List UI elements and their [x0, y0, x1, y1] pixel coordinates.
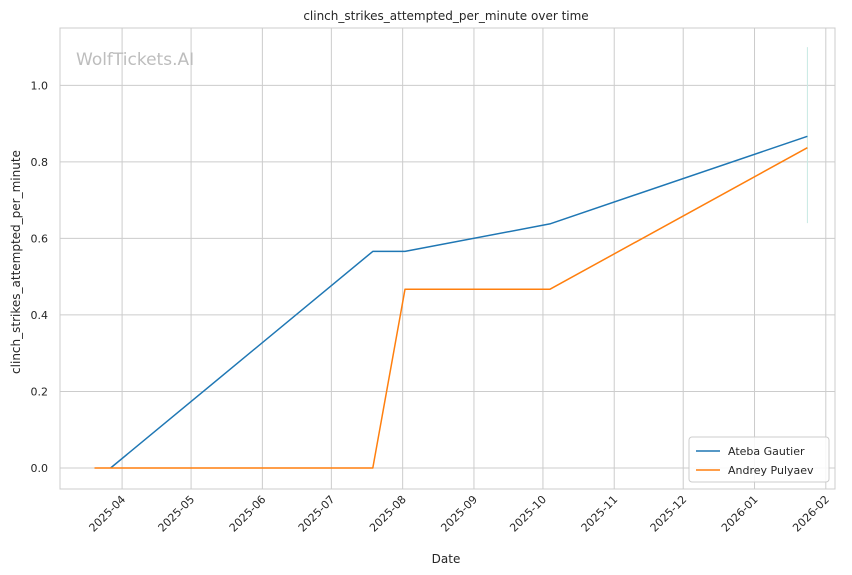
x-tick-label: 2025-04: [87, 493, 129, 535]
plot-frame: [59, 27, 836, 490]
y-tick-label: 1.0: [31, 79, 49, 92]
y-tick-label: 0.4: [31, 309, 49, 322]
x-tick-label: 2026-01: [719, 493, 761, 535]
legend-box: [688, 436, 830, 483]
series-layer: [94, 135, 808, 469]
x-tick-label: 2025-11: [579, 493, 621, 535]
x-tick-label: 2025-08: [367, 493, 409, 535]
y-axis-label: clinch_strikes_attempted_per_minute: [9, 150, 23, 374]
grid: [60, 28, 835, 489]
series-line-1: [110, 135, 808, 469]
legend: Ateba Gautier Andrey Pulyaev: [688, 436, 830, 483]
y-tick-label: 0.2: [31, 385, 49, 398]
series-line-2: [94, 147, 808, 469]
legend-label: Ateba Gautier: [728, 445, 805, 458]
watermark: WolfTickets.AI: [76, 50, 194, 70]
chart-title: clinch_strikes_attempted_per_minute over…: [303, 9, 588, 23]
x-ticks: 2025-04 2025-05 2025-06 2025-07 2025-08 2025-…: [87, 493, 832, 535]
x-tick-label: 2025-12: [648, 493, 690, 535]
x-tick-label: 2025-05: [156, 493, 198, 535]
y-tick-label: 0.8: [31, 156, 49, 169]
x-tick-label: 2025-10: [507, 493, 549, 535]
y-ticks: 0.0 0.2 0.4 0.6 0.8 1.0: [31, 79, 49, 475]
y-tick-label: 0.0: [31, 462, 49, 475]
x-tick-label: 2025-06: [227, 493, 269, 535]
x-tick-label: 2025-09: [438, 493, 480, 535]
x-axis-label: Date: [432, 552, 461, 566]
legend-label: Andrey Pulyaev: [728, 464, 814, 477]
y-tick-label: 0.6: [31, 232, 49, 245]
x-tick-label: 2026-02: [790, 493, 832, 535]
x-tick-label: 2025-07: [296, 493, 338, 535]
